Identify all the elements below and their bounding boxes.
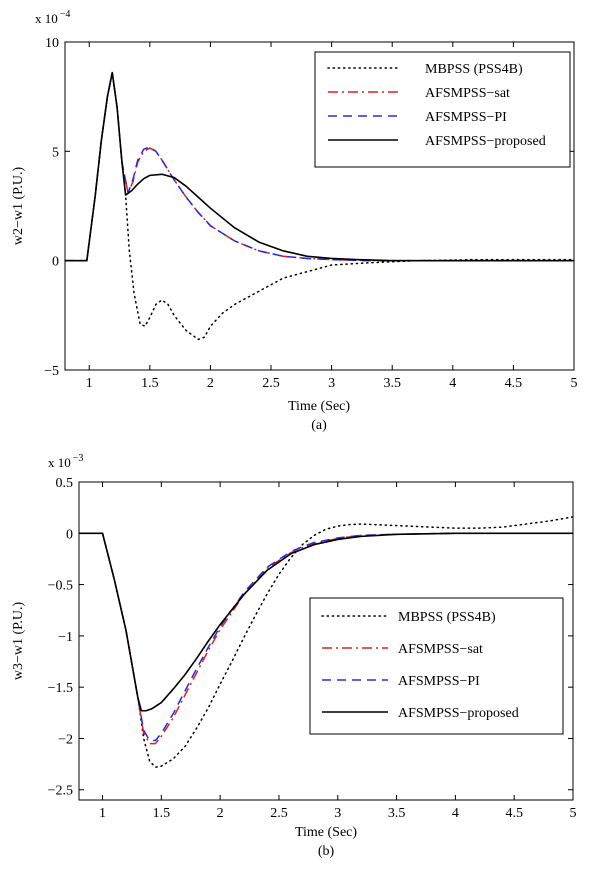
- series-line-a-3: [65, 71, 574, 262]
- legend-label-a-2: AFSMPSS−PI: [425, 110, 507, 125]
- y-tick-label-b: −2.5: [48, 784, 73, 799]
- x-tick-label-a: 4.5: [505, 376, 523, 391]
- legend-label-b-1: AFSMPSS−sat: [398, 642, 483, 657]
- y-tick-label-a: 10: [45, 36, 59, 51]
- caption-a: (a): [311, 418, 327, 433]
- y-tick-label-a: 0: [52, 255, 59, 270]
- legend-label-b-2: AFSMPSS−PI: [398, 674, 480, 689]
- legend-box-a: [314, 51, 571, 168]
- x-tick-label-b: 5: [570, 806, 577, 821]
- chart-panel-b: x 10 −3 1 1.5 2 2.5 3 3.5 4 4.5 5 −2.5 −2 −1.5 −1 −0.…: [11, 453, 577, 859]
- x-axis-label-b: Time (Sec): [295, 825, 357, 840]
- x-tick-label-a: 2.5: [262, 376, 280, 391]
- x-tick-label-b: 4: [452, 806, 459, 821]
- y-ticks-b: −2.5 −2 −1.5 −1 −0.5 0 0.5: [48, 476, 573, 799]
- x-axis-label-a: Time (Sec): [288, 399, 350, 414]
- x-tick-label-b: 3.5: [388, 806, 406, 821]
- caption-b: (b): [318, 844, 335, 859]
- y-tick-label-b: 0: [66, 527, 73, 542]
- x-tick-label-b: 2: [217, 806, 224, 821]
- legend-b: MBPSS (PSS4B) AFSMPSS−sat AFSMPSS−PI AFSMPS…: [309, 597, 564, 735]
- x-tick-label-b: 4.5: [505, 806, 523, 821]
- x-tick-label-a: 1.5: [141, 376, 159, 391]
- y-tick-label-b: −2: [58, 732, 73, 747]
- x-tick-label-b: 2.5: [270, 806, 288, 821]
- y-exponent-a: x 10 −4: [35, 9, 70, 26]
- series-line-b-2: [79, 532, 573, 742]
- x-tick-label-b: 1.5: [153, 806, 171, 821]
- legend-label-a-0: MBPSS (PSS4B): [425, 62, 523, 77]
- legend-a: MBPSS (PSS4B) AFSMPSS−sat AFSMPSS−PI AFSMPS…: [314, 51, 571, 168]
- x-tick-label-b: 1: [99, 806, 106, 821]
- y-tick-label-b: −1: [58, 630, 73, 645]
- y-axis-label-b: w3−w1 (P.U.): [11, 602, 26, 681]
- y-tick-label-b: −1.5: [48, 681, 73, 696]
- y-axis-label-a: w2−w1 (P.U.): [11, 167, 26, 246]
- y-exponent-base-a: x 10: [35, 11, 58, 26]
- series-line-b-3: [79, 532, 573, 712]
- series-group-b: [79, 516, 573, 768]
- x-ticks-b: 1 1.5 2 2.5 3 3.5 4 4.5 5: [99, 482, 577, 821]
- y-ticks-a: −5 0 5 10: [44, 36, 574, 379]
- legend-label-b-3: AFSMPSS−proposed: [398, 706, 519, 721]
- y-exponent-power-b: −3: [73, 453, 84, 464]
- y-tick-label-a: 5: [52, 145, 59, 160]
- y-exponent-b: x 10 −3: [48, 453, 83, 470]
- x-tick-label-a: 3: [328, 376, 335, 391]
- y-exponent-power-a: −4: [60, 9, 71, 20]
- y-tick-label-a: −5: [44, 364, 59, 379]
- chart-panel-a: x 10 −4 1 1.5 2 2.5 3 3.5 4 4.5 5 −5 0 5 10 Time (Se…: [11, 9, 578, 433]
- legend-label-a-1: AFSMPSS−sat: [425, 86, 510, 101]
- legend-label-b-0: MBPSS (PSS4B): [398, 610, 496, 625]
- series-group-a: [65, 71, 574, 341]
- x-tick-label-a: 5: [571, 376, 578, 391]
- x-tick-label-a: 3.5: [383, 376, 401, 391]
- y-exponent-base-b: x 10: [48, 455, 71, 470]
- y-tick-label-b: −0.5: [48, 579, 73, 594]
- x-tick-label-a: 2: [207, 376, 214, 391]
- x-tick-label-a: 4: [449, 376, 456, 391]
- x-ticks-a: 1 1.5 2 2.5 3 3.5 4 4.5 5: [86, 42, 578, 391]
- x-tick-label-a: 1: [86, 376, 93, 391]
- x-tick-label-b: 3: [334, 806, 341, 821]
- series-line-b-1: [79, 532, 573, 745]
- y-tick-label-b: 0.5: [56, 476, 74, 491]
- legend-label-a-3: AFSMPSS−proposed: [425, 134, 546, 149]
